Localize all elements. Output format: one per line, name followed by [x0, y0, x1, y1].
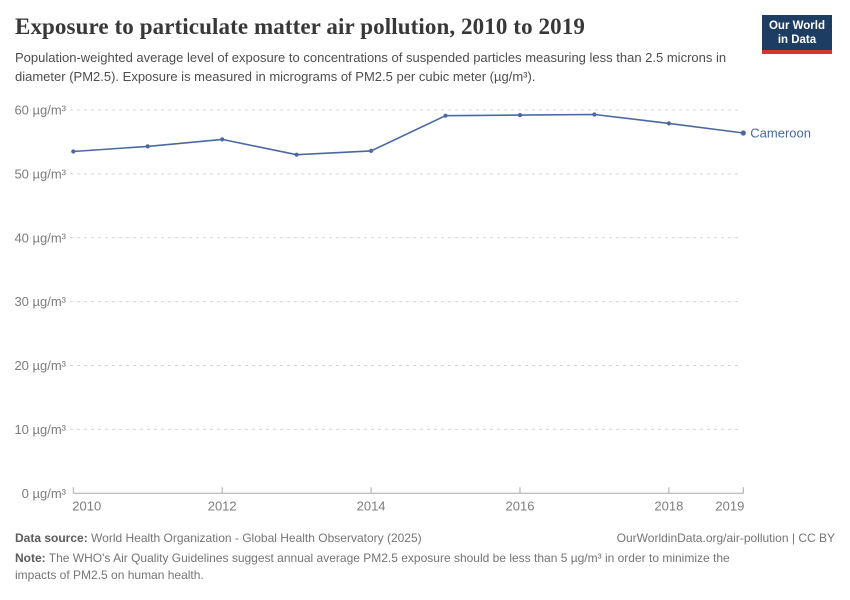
x-axis-tick-label: 2010 [72, 498, 101, 513]
y-axis-tick-label: 60 µg/m³ [14, 103, 66, 118]
data-point[interactable] [220, 137, 225, 142]
series-line-cameroon[interactable] [72, 113, 745, 156]
data-point[interactable] [443, 113, 448, 118]
footer-note-text: The WHO's Air Quality Guidelines suggest… [15, 551, 730, 582]
footer-link[interactable]: OurWorldinData.org/air-pollution | CC BY [616, 531, 835, 545]
y-axis-tick-label: 0 µg/m³ [22, 486, 67, 501]
page-title: Exposure to particulate matter air pollu… [15, 14, 585, 39]
data-point[interactable] [666, 121, 672, 126]
series-label-cameroon[interactable]: Cameroon [750, 125, 811, 140]
y-axis-tick-label: 10 µg/m³ [14, 422, 66, 437]
y-axis-tick-label: 30 µg/m³ [14, 294, 66, 309]
owid-logo-line2: in Data [777, 34, 817, 46]
chart-subtitle: Population-weighted average level of exp… [15, 50, 727, 84]
chart-header: Exposure to particulate matter air pollu… [15, 14, 835, 86]
data-point[interactable] [517, 113, 523, 118]
owid-logo-line1: Our World [768, 20, 825, 32]
data-source: Data source: World Health Organization -… [15, 531, 422, 545]
line-chart: 0 µg/m³ 10 µg/m³ 20 µg/m³ 30 µg/m³ 40 µg/m³ 5… [14, 103, 811, 514]
footer-note: Note: The WHO's Air Quality Guidelines s… [15, 550, 771, 583]
y-axis-tick-label: 40 µg/m³ [14, 230, 66, 245]
y-axis-tick-label: 20 µg/m³ [14, 358, 66, 373]
data-point[interactable] [740, 130, 746, 136]
data-point[interactable] [294, 152, 299, 157]
data-point[interactable] [145, 144, 150, 149]
data-point[interactable] [592, 112, 597, 117]
owid-logo[interactable]: Our World in Data [761, 15, 832, 54]
data-point[interactable] [71, 149, 76, 154]
data-source-text: World Health Organization - Global Healt… [91, 531, 422, 545]
x-axis-tick-label: 2019 [715, 498, 744, 513]
y-axis-tick-label: 50 µg/m³ [14, 166, 66, 181]
footer-note-label: Note: [15, 551, 46, 565]
data-source-label: Data source: [15, 531, 88, 545]
x-axis-tick-label: 2012 [208, 498, 237, 513]
data-point[interactable] [369, 148, 374, 153]
chart-footer: Data source: World Health Organization -… [15, 531, 835, 583]
x-axis-tick-label: 2018 [654, 498, 683, 513]
x-axis-tick-label: 2016 [506, 498, 535, 513]
x-axis-tick-label: 2014 [357, 498, 386, 513]
